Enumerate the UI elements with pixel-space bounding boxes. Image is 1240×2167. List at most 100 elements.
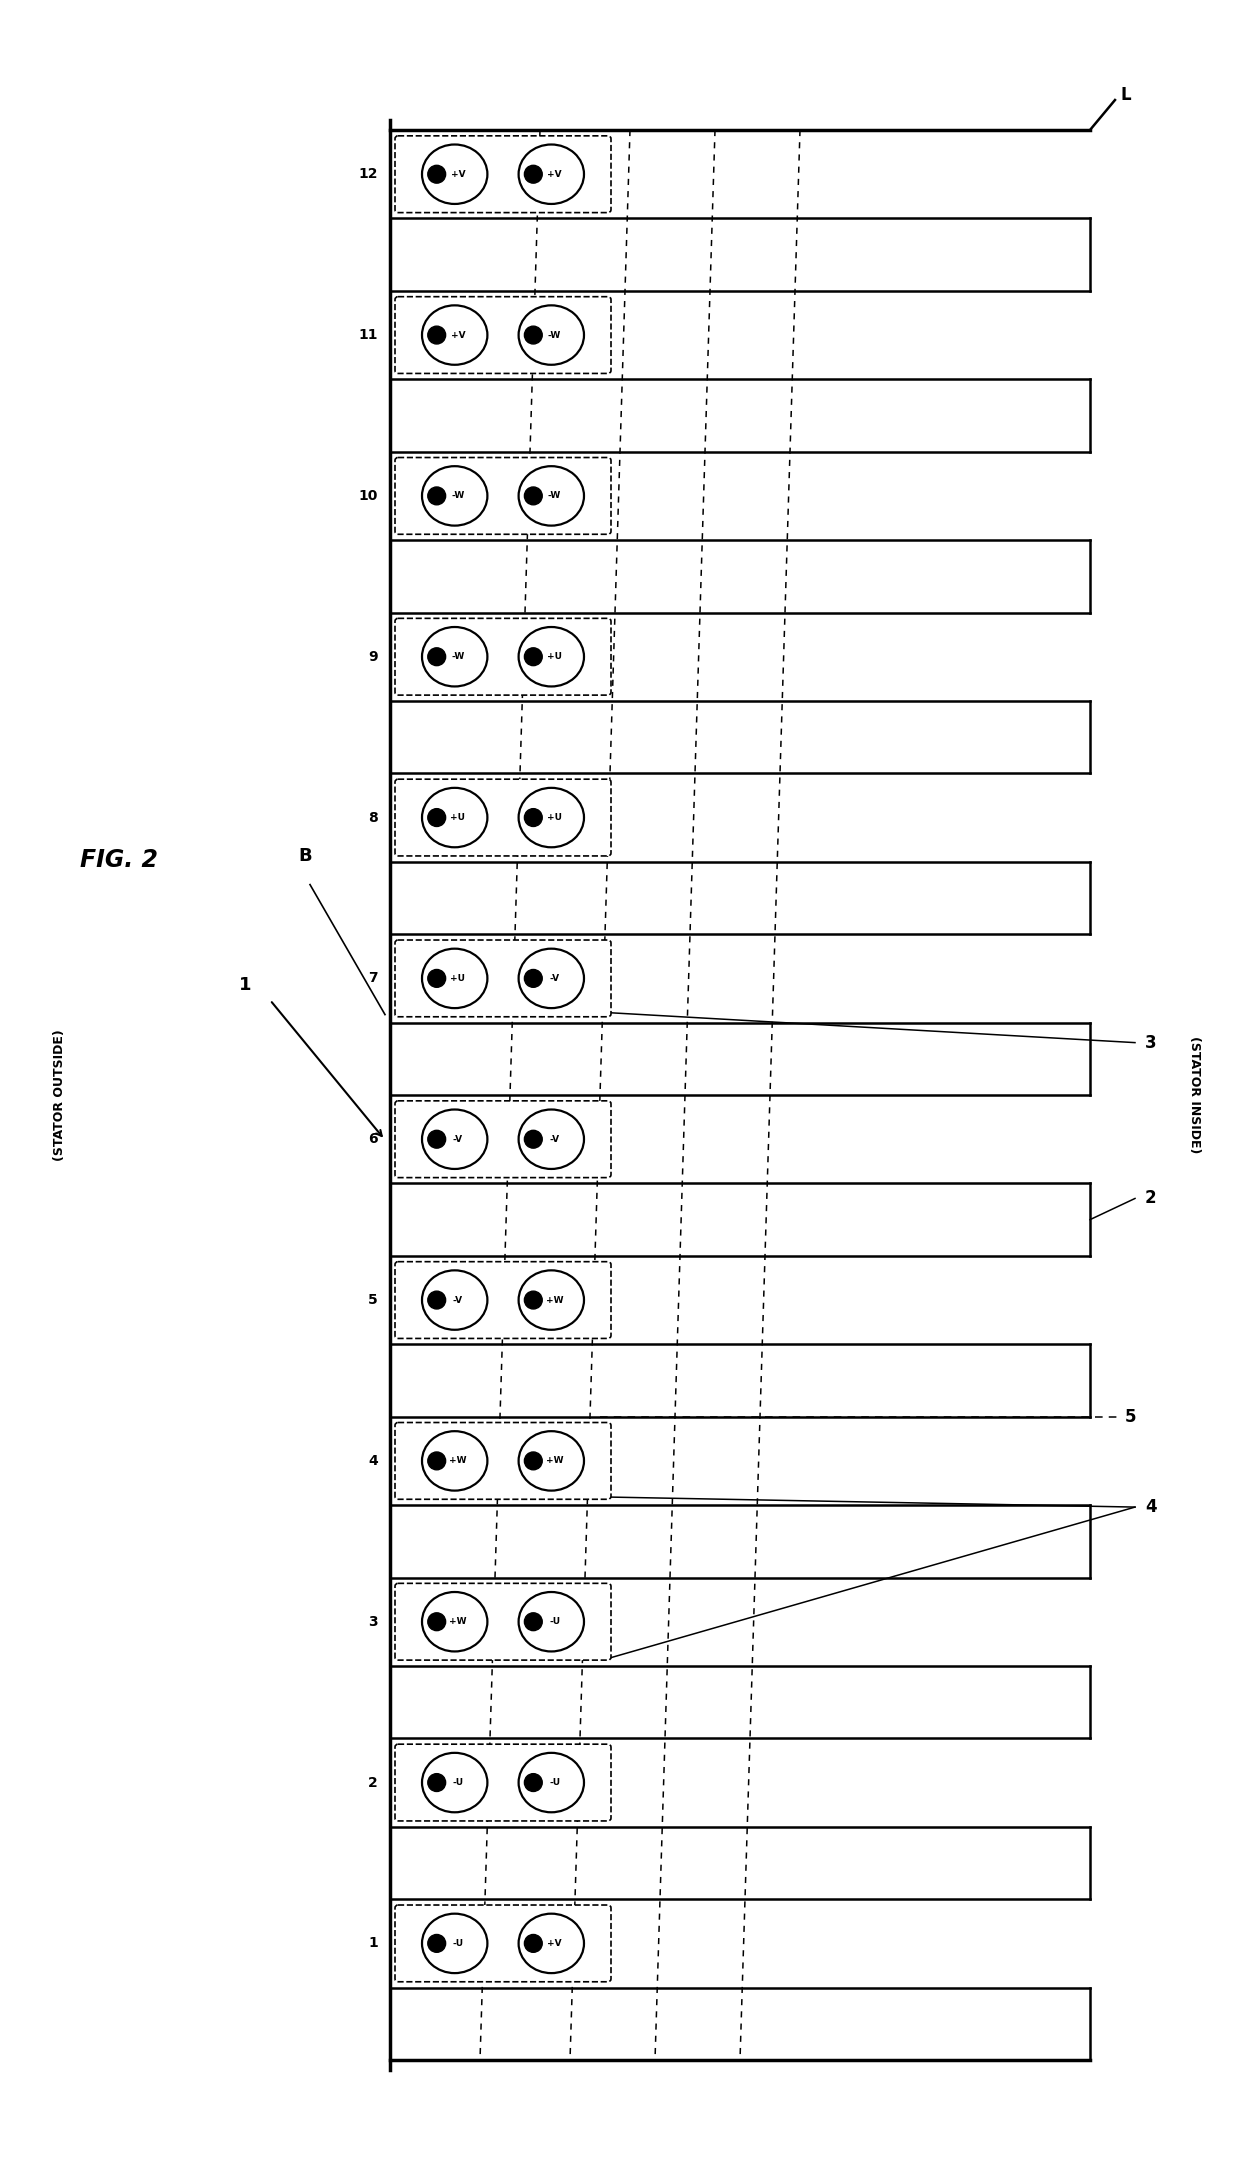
Text: -W: -W xyxy=(548,492,562,501)
Circle shape xyxy=(428,1131,445,1149)
FancyBboxPatch shape xyxy=(396,940,611,1016)
Circle shape xyxy=(428,969,445,988)
Text: -U: -U xyxy=(453,1779,464,1788)
Text: 1: 1 xyxy=(239,975,252,995)
Circle shape xyxy=(525,165,542,184)
Text: 2: 2 xyxy=(1145,1190,1157,1207)
Text: -W: -W xyxy=(548,332,562,340)
Circle shape xyxy=(525,327,542,345)
FancyBboxPatch shape xyxy=(396,618,611,696)
Ellipse shape xyxy=(518,1753,584,1812)
Text: -U: -U xyxy=(453,1939,464,1948)
Ellipse shape xyxy=(422,1270,487,1331)
Text: 8: 8 xyxy=(368,810,378,826)
Ellipse shape xyxy=(518,1110,584,1168)
Text: FIG. 2: FIG. 2 xyxy=(81,847,157,871)
Text: -V: -V xyxy=(453,1136,463,1144)
Text: 4: 4 xyxy=(368,1454,378,1467)
Ellipse shape xyxy=(422,145,487,204)
Text: 4: 4 xyxy=(1145,1497,1157,1517)
Circle shape xyxy=(428,1452,445,1469)
Circle shape xyxy=(525,1292,542,1309)
Text: +W: +W xyxy=(546,1296,563,1305)
Circle shape xyxy=(525,1935,542,1952)
Circle shape xyxy=(525,808,542,826)
Circle shape xyxy=(525,1773,542,1792)
Circle shape xyxy=(428,808,445,826)
Circle shape xyxy=(428,648,445,665)
Ellipse shape xyxy=(422,466,487,527)
FancyBboxPatch shape xyxy=(396,1744,611,1820)
Text: -U: -U xyxy=(549,1779,560,1788)
Circle shape xyxy=(428,1773,445,1792)
Text: 9: 9 xyxy=(368,650,378,663)
FancyBboxPatch shape xyxy=(396,137,611,212)
Circle shape xyxy=(428,488,445,505)
Text: -W: -W xyxy=(451,652,465,661)
Ellipse shape xyxy=(518,145,584,204)
Text: 10: 10 xyxy=(358,490,378,503)
Circle shape xyxy=(428,165,445,184)
Circle shape xyxy=(525,1131,542,1149)
Circle shape xyxy=(428,1292,445,1309)
FancyBboxPatch shape xyxy=(396,1584,611,1660)
Text: -V: -V xyxy=(549,973,559,984)
Text: 5: 5 xyxy=(368,1294,378,1307)
Circle shape xyxy=(525,1452,542,1469)
Text: +U: +U xyxy=(450,813,465,821)
Text: 2: 2 xyxy=(368,1775,378,1790)
Ellipse shape xyxy=(518,949,584,1008)
Text: B: B xyxy=(298,847,311,865)
Ellipse shape xyxy=(518,789,584,847)
Circle shape xyxy=(428,1935,445,1952)
Text: L: L xyxy=(1120,87,1131,104)
Circle shape xyxy=(525,648,542,665)
Text: +W: +W xyxy=(449,1617,466,1625)
Ellipse shape xyxy=(422,789,487,847)
Ellipse shape xyxy=(518,1430,584,1491)
Text: +V: +V xyxy=(547,1939,562,1948)
Text: 6: 6 xyxy=(368,1131,378,1146)
Text: 3: 3 xyxy=(1145,1034,1157,1051)
FancyBboxPatch shape xyxy=(396,1261,611,1339)
Ellipse shape xyxy=(518,466,584,527)
Text: +W: +W xyxy=(546,1456,563,1465)
Text: 5: 5 xyxy=(1125,1409,1137,1426)
Ellipse shape xyxy=(422,1753,487,1812)
Text: 11: 11 xyxy=(358,327,378,342)
Ellipse shape xyxy=(422,949,487,1008)
Ellipse shape xyxy=(518,626,584,687)
Circle shape xyxy=(428,327,445,345)
Text: 3: 3 xyxy=(368,1614,378,1630)
Circle shape xyxy=(525,488,542,505)
Text: +V: +V xyxy=(547,169,562,178)
FancyBboxPatch shape xyxy=(396,297,611,373)
Ellipse shape xyxy=(518,1593,584,1651)
Text: (STATOR INSIDE): (STATOR INSIDE) xyxy=(1188,1036,1202,1153)
Text: 1: 1 xyxy=(368,1937,378,1950)
Text: -U: -U xyxy=(549,1617,560,1625)
FancyBboxPatch shape xyxy=(396,1905,611,1983)
Circle shape xyxy=(525,969,542,988)
Ellipse shape xyxy=(422,306,487,364)
Text: +W: +W xyxy=(449,1456,466,1465)
Ellipse shape xyxy=(518,306,584,364)
Text: +U: +U xyxy=(547,652,562,661)
FancyBboxPatch shape xyxy=(396,780,611,856)
Ellipse shape xyxy=(422,1430,487,1491)
Circle shape xyxy=(525,1612,542,1630)
Text: +U: +U xyxy=(450,973,465,984)
FancyBboxPatch shape xyxy=(396,457,611,535)
Ellipse shape xyxy=(422,1110,487,1168)
Ellipse shape xyxy=(518,1913,584,1974)
Text: -V: -V xyxy=(453,1296,463,1305)
Text: 7: 7 xyxy=(368,971,378,986)
Ellipse shape xyxy=(422,1913,487,1974)
Text: +U: +U xyxy=(547,813,562,821)
Ellipse shape xyxy=(422,626,487,687)
Text: -V: -V xyxy=(549,1136,559,1144)
Ellipse shape xyxy=(422,1593,487,1651)
Circle shape xyxy=(428,1612,445,1630)
Text: -W: -W xyxy=(451,492,465,501)
FancyBboxPatch shape xyxy=(396,1101,611,1177)
